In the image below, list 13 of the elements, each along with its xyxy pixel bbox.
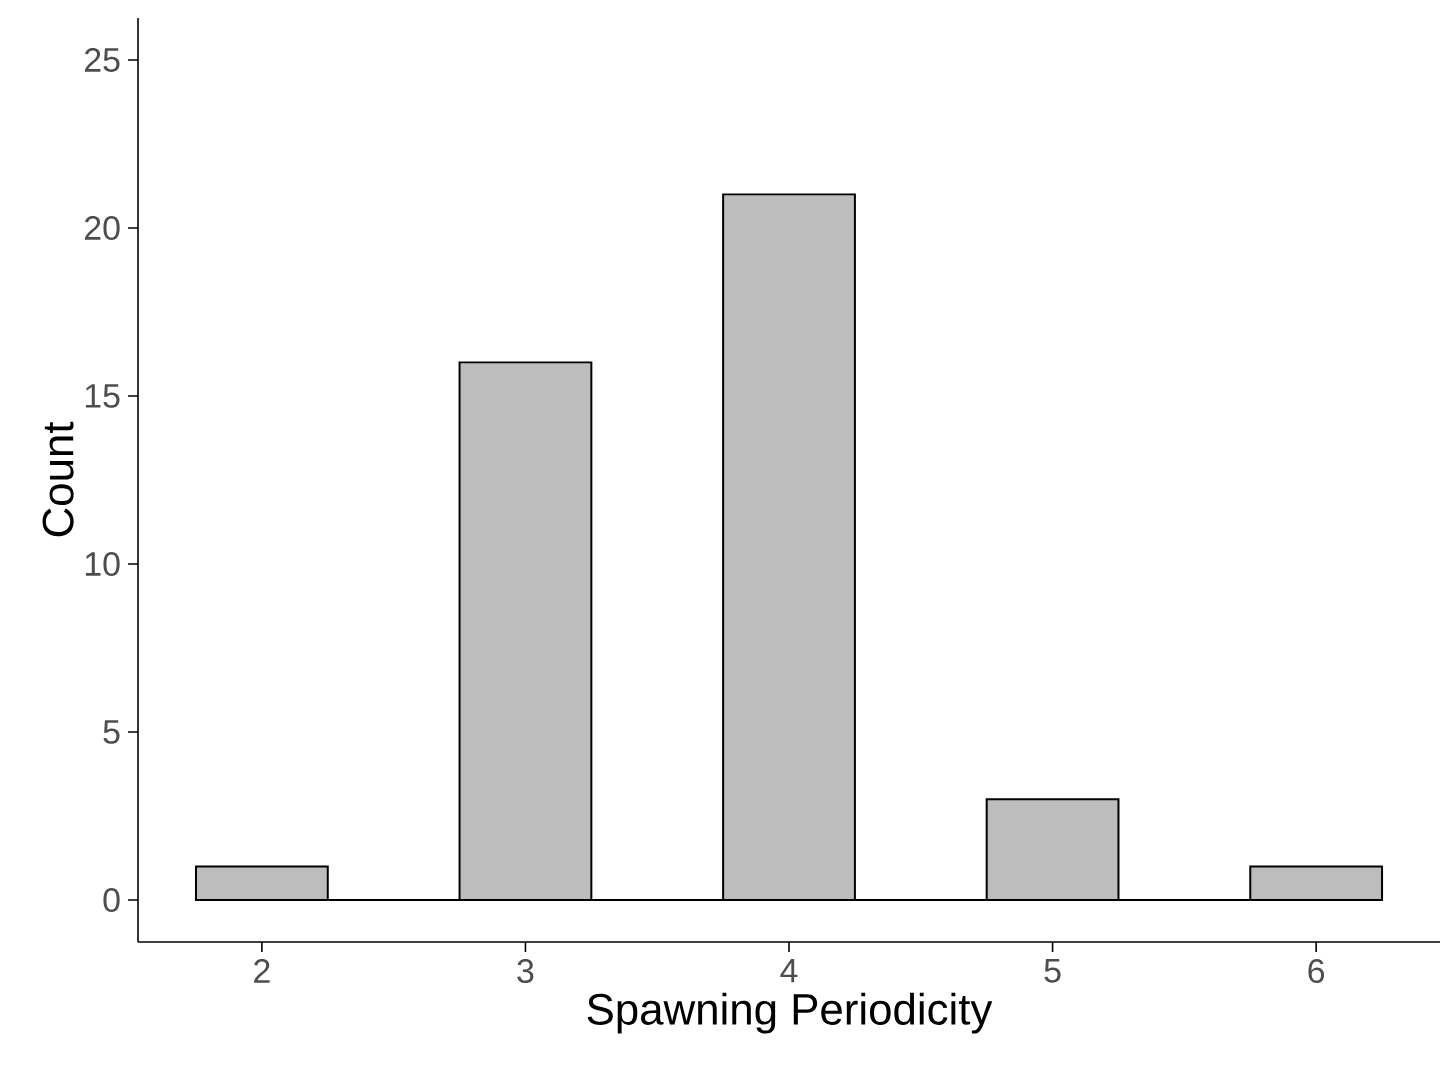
x-tick-label: 5 [1044, 959, 1061, 983]
x-tick-label: 4 [780, 959, 798, 983]
x-tick-label: 3 [517, 959, 534, 984]
x-tick-label: 2 [254, 959, 270, 983]
x-tick-label: 6 [1308, 959, 1325, 984]
x-axis-title: Spawning Periodicity [587, 992, 993, 1034]
y-tick-label: 10 [85, 551, 120, 576]
y-tick-label: 25 [85, 47, 120, 72]
y-tick-label: 5 [103, 720, 120, 744]
y-tick-label: 20 [85, 215, 120, 240]
y-tick-label: 0 [103, 887, 120, 912]
y-tick-label: 15 [85, 384, 120, 408]
y-axis-title: Count [42, 421, 74, 537]
